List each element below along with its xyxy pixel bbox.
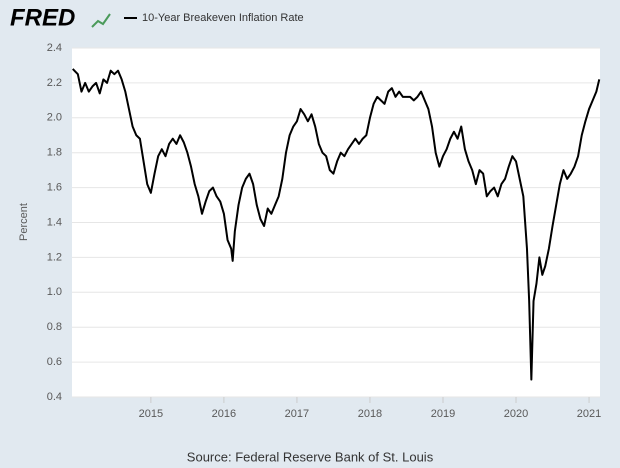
y-tick-label: 1.4 xyxy=(47,216,62,228)
y-axis-label: Percent xyxy=(18,203,30,241)
y-tick-label: 2.2 xyxy=(47,77,62,89)
y-tick-label: 0.4 xyxy=(47,391,62,403)
x-tick-label: 2017 xyxy=(285,408,309,420)
x-tick-label: 2015 xyxy=(139,408,163,420)
x-tick-label: 2018 xyxy=(358,408,382,420)
x-tick-label: 2016 xyxy=(212,408,236,420)
y-tick-label: 0.6 xyxy=(47,356,62,368)
logo-icon xyxy=(91,13,111,28)
data-line xyxy=(72,68,601,381)
x-tick-label: 2020 xyxy=(504,408,528,420)
x-tick-label: 2019 xyxy=(431,408,455,420)
y-tick-label: 1.6 xyxy=(47,182,62,194)
logo: FRED xyxy=(10,4,75,31)
x-tick-label: 2021 xyxy=(577,408,601,420)
y-tick-label: 1.0 xyxy=(47,286,62,298)
y-tick-label: 2.4 xyxy=(47,42,62,54)
y-tick-label: 2.0 xyxy=(47,112,62,124)
y-tick-label: 1.2 xyxy=(47,251,62,263)
y-tick-label: 0.8 xyxy=(47,321,62,333)
source: Source: Federal Reserve Bank of St. Loui… xyxy=(187,449,434,464)
legend-label: 10-Year Breakeven Inflation Rate xyxy=(142,12,304,24)
y-tick-label: 1.8 xyxy=(47,147,62,159)
